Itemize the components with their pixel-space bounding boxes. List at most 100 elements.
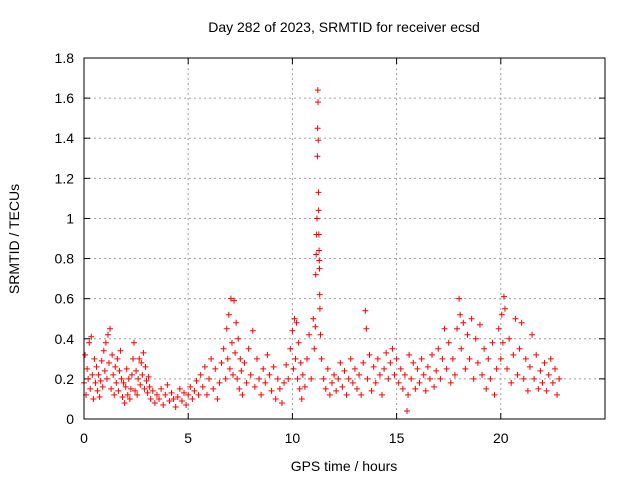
data-point [320, 375, 327, 382]
data-point [337, 359, 344, 366]
data-point [498, 311, 505, 318]
data-point [92, 379, 99, 386]
data-point [376, 371, 383, 378]
x-tick-label: 15 [389, 430, 405, 446]
data-points [81, 87, 563, 414]
data-point [363, 325, 370, 332]
data-point [89, 371, 96, 378]
data-point [374, 355, 381, 362]
data-point [296, 385, 303, 392]
data-point [216, 379, 223, 386]
data-point [236, 385, 243, 392]
data-point [297, 359, 304, 366]
data-point [313, 215, 320, 222]
data-point [343, 391, 350, 398]
data-point [260, 365, 267, 372]
data-point [120, 379, 127, 386]
data-point [529, 331, 536, 338]
data-point [97, 377, 104, 384]
data-point [508, 379, 515, 386]
data-point [316, 265, 323, 272]
x-tick-label: 10 [285, 430, 301, 446]
data-point [94, 387, 101, 394]
data-point [95, 371, 102, 378]
data-point [500, 293, 507, 300]
data-point [199, 383, 206, 390]
data-point [193, 377, 200, 384]
data-point [107, 325, 114, 332]
data-point [437, 375, 444, 382]
data-point [499, 339, 506, 346]
data-point [127, 385, 134, 392]
data-point [143, 377, 150, 384]
data-point [264, 351, 271, 358]
data-point [331, 371, 338, 378]
data-point [439, 355, 446, 362]
data-point [489, 339, 496, 346]
data-point [462, 365, 469, 372]
data-point [539, 379, 546, 386]
data-point [109, 351, 116, 358]
data-point [114, 355, 121, 362]
data-point [111, 391, 118, 398]
data-point [230, 371, 237, 378]
data-point [145, 373, 152, 380]
data-point [201, 363, 208, 370]
data-point [96, 393, 103, 400]
data-point [176, 385, 183, 392]
data-point [397, 365, 404, 372]
data-point [347, 355, 354, 362]
data-point [543, 387, 550, 394]
data-point [468, 315, 475, 322]
data-point [99, 383, 106, 390]
data-point [140, 349, 147, 356]
data-point [326, 391, 333, 398]
data-point [262, 379, 269, 386]
data-point [292, 355, 299, 362]
data-point [147, 395, 154, 402]
data-point [231, 297, 238, 304]
data-point [391, 371, 398, 378]
data-point [291, 315, 298, 322]
data-point [134, 391, 141, 398]
data-point [412, 385, 419, 392]
data-point [316, 257, 323, 264]
data-point [126, 395, 133, 402]
data-point [249, 327, 256, 334]
data-point [466, 355, 473, 362]
data-point [493, 365, 500, 372]
data-point [133, 367, 140, 374]
data-point [113, 379, 120, 386]
data-point [491, 391, 498, 398]
data-point [356, 371, 363, 378]
data-point [315, 99, 322, 106]
data-point [424, 363, 431, 370]
data-point [506, 335, 513, 342]
data-point [294, 375, 301, 382]
data-point [135, 375, 142, 382]
data-point [274, 375, 281, 382]
data-point [449, 355, 456, 362]
data-point [115, 387, 122, 394]
data-point [220, 345, 227, 352]
data-point [241, 359, 248, 366]
data-point [315, 207, 322, 214]
data-point [181, 389, 188, 396]
data-point [395, 379, 402, 386]
data-point [317, 331, 324, 338]
data-point [101, 367, 108, 374]
data-point [312, 271, 319, 278]
data-point [393, 355, 400, 362]
data-point [312, 323, 319, 330]
data-point [206, 375, 213, 382]
data-point [183, 401, 190, 408]
data-point [122, 383, 129, 390]
data-point [435, 345, 442, 352]
data-point [239, 391, 246, 398]
data-point [293, 319, 300, 326]
data-point [464, 331, 471, 338]
data-point [139, 371, 146, 378]
data-point [514, 371, 521, 378]
data-point [549, 379, 556, 386]
